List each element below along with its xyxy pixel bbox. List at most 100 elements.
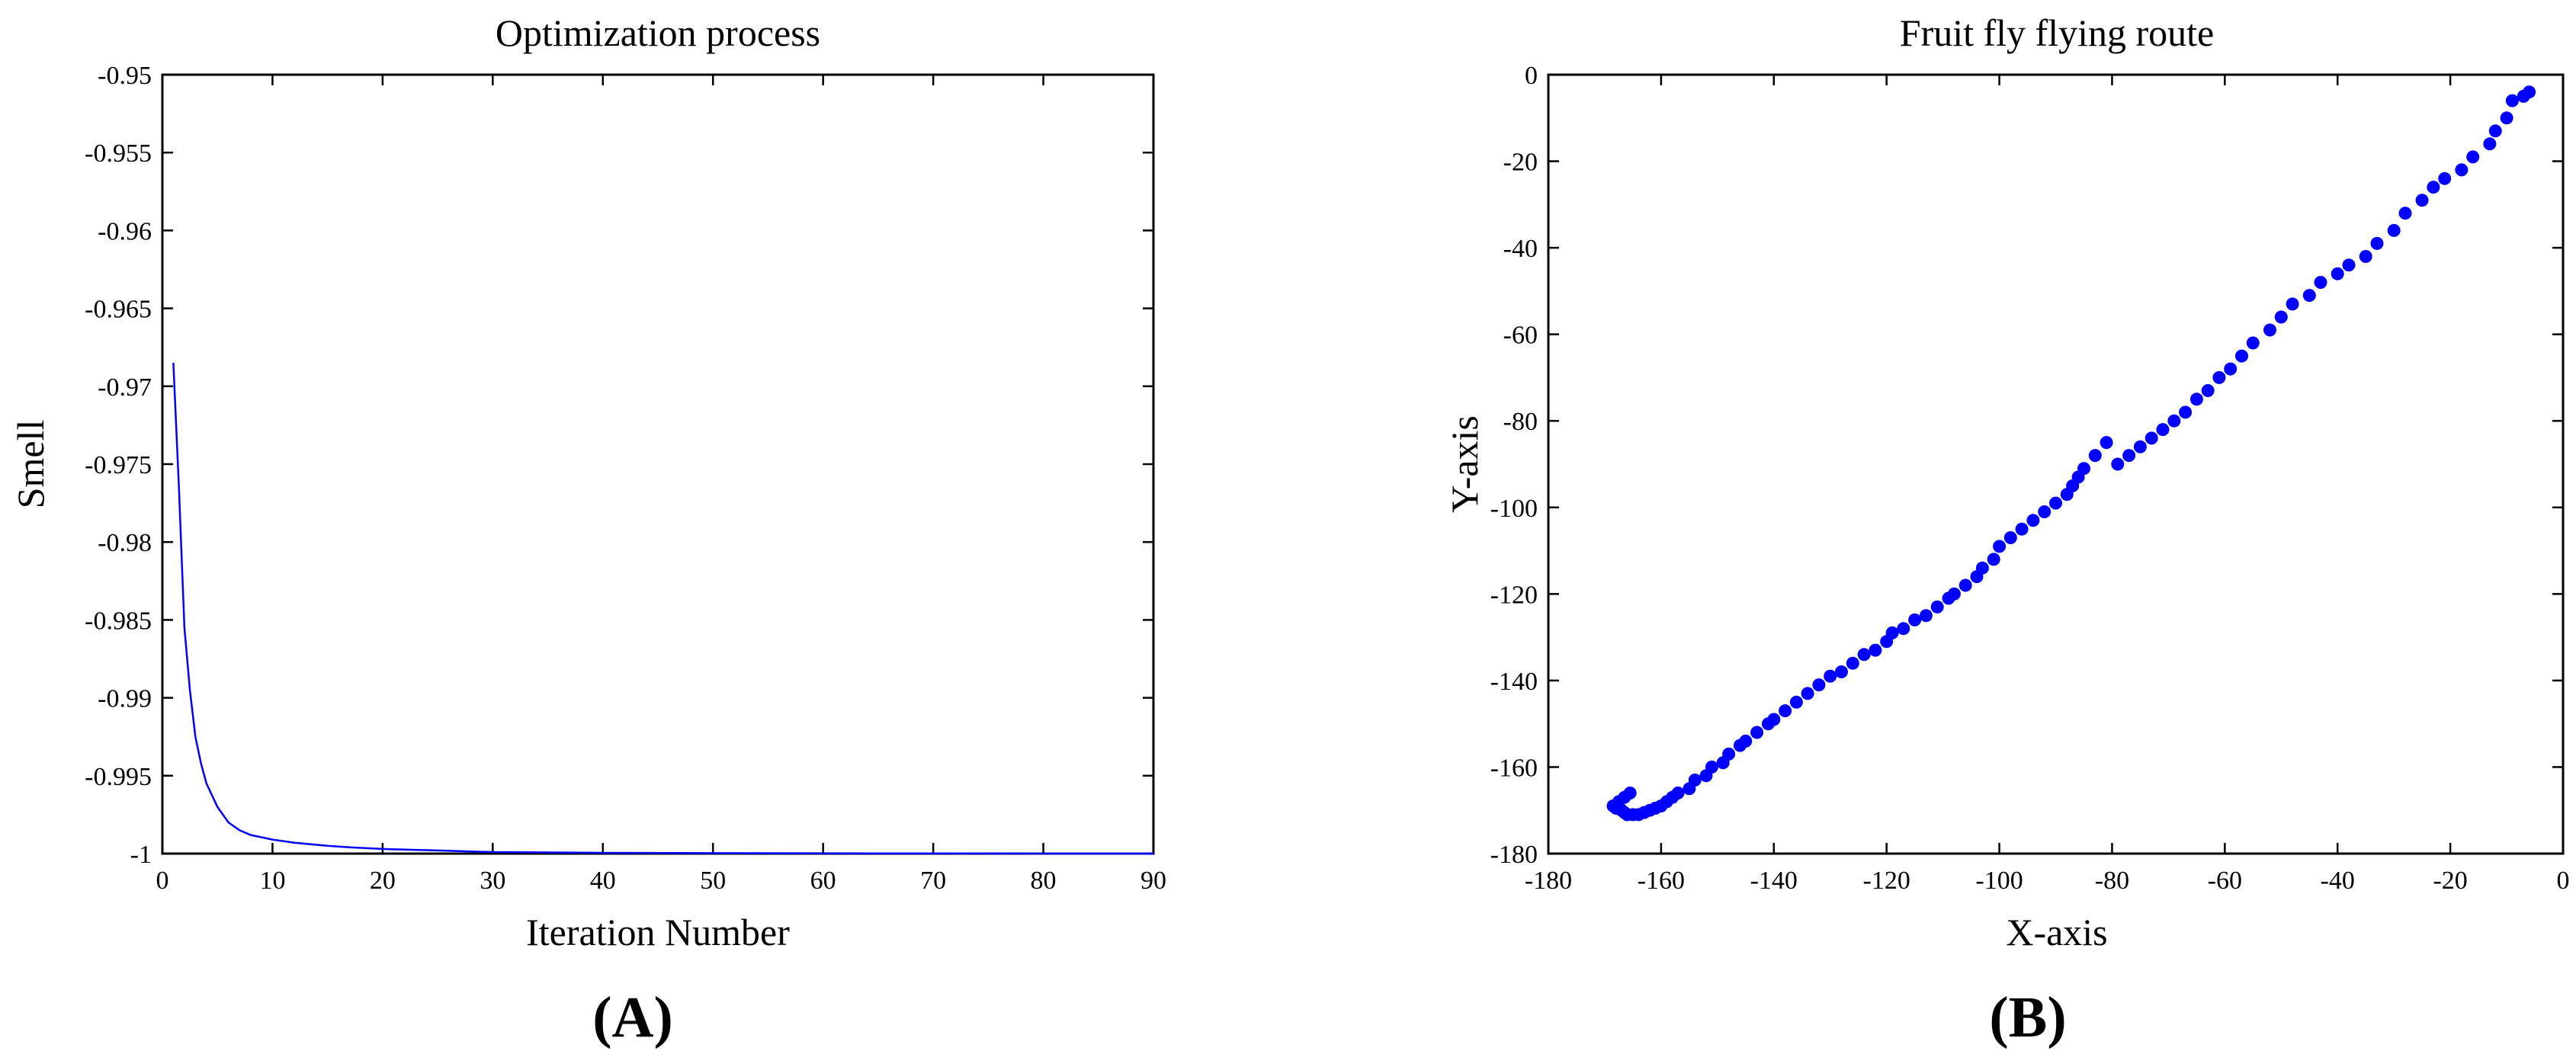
panel-a-y-tick-label: -0.995 bbox=[85, 763, 152, 791]
panel-b-data-point bbox=[1987, 553, 2000, 566]
panel-b-data-point bbox=[1930, 600, 1944, 614]
panel-a-y-tick-label: -0.985 bbox=[85, 607, 152, 635]
panel-b-data-point bbox=[1857, 648, 1871, 662]
panel-a-series-line bbox=[172, 363, 1153, 855]
panel-b-data-point bbox=[2302, 289, 2316, 303]
panel-b-data-point bbox=[2331, 267, 2344, 280]
panel-b-data-point bbox=[2212, 370, 2226, 384]
panel-b-data-point bbox=[2438, 171, 2452, 185]
panel-a-series bbox=[172, 363, 1153, 855]
panel-b-data-point bbox=[2427, 181, 2440, 194]
panel-b-data-point bbox=[1716, 756, 1730, 770]
panel-b-data-point bbox=[2415, 194, 2429, 207]
panel-b-data-point bbox=[2500, 111, 2513, 125]
panel-b-data-point bbox=[1869, 643, 1882, 657]
panel-b-y-tick-label: 0 bbox=[1525, 62, 1538, 90]
panel-b-data-point bbox=[2387, 223, 2401, 237]
panel-b-data-point bbox=[2201, 384, 2215, 397]
panel-b-y-tick-label: -60 bbox=[1503, 322, 1538, 350]
panel-b-data-point bbox=[2145, 431, 2158, 445]
panel-b-y-tick-label: -180 bbox=[1490, 841, 1538, 869]
panel-b-data-point bbox=[2122, 449, 2136, 463]
panel-b-series bbox=[1606, 85, 2536, 822]
panel-b-data-point bbox=[1699, 769, 1713, 783]
panel-b-title: Fruit fly flying route bbox=[1900, 11, 2214, 54]
panel-b-data-point bbox=[1970, 570, 1984, 584]
panel-b-data-point bbox=[2003, 531, 2017, 544]
panel-b-data-point bbox=[2100, 436, 2113, 450]
panel-a-title: Optimization process bbox=[496, 11, 820, 54]
panel-b-x-ticks: -180 -160 -140 -120 -100 -80 -60 -40 -20 0 bbox=[1525, 75, 2570, 895]
panel-a-y-tick-label: -0.96 bbox=[98, 217, 152, 245]
panel-b-data-point bbox=[2111, 457, 2125, 471]
panel-b-x-tick-label: -60 bbox=[2208, 867, 2242, 895]
panel-b-data-point bbox=[2060, 488, 2074, 501]
panel-b-data-point bbox=[2517, 89, 2530, 103]
panel-b-data-point bbox=[1880, 635, 1894, 649]
panel-b-data-point bbox=[2505, 94, 2519, 107]
panel-b-x-tick-label: -20 bbox=[2433, 867, 2467, 895]
panel-b-data-point bbox=[1897, 622, 1910, 636]
panel-b-data-point bbox=[2483, 137, 2497, 151]
panel-a-x-ticks: 0 10 20 30 40 50 60 70 80 90 bbox=[156, 75, 1166, 895]
panel-a-label: (A) bbox=[592, 985, 673, 1049]
panel-b-x-tick-label: -100 bbox=[1975, 867, 2023, 895]
panel-a-x-tick-label: 90 bbox=[1140, 867, 1166, 895]
panel-a-optimization-process: Optimization process 0 10 20 30 40 50 60 70 80 90… bbox=[9, 11, 1166, 1049]
panel-a-y-axis-label: Smell bbox=[9, 420, 52, 509]
panel-b-x-axis-label: X-axis bbox=[2006, 911, 2107, 953]
panel-b-data-point bbox=[1623, 787, 1637, 799]
panel-b-data-point bbox=[2274, 310, 2288, 324]
panel-b-data-point bbox=[1908, 613, 1922, 626]
panel-b-data-point bbox=[2189, 393, 2203, 406]
panel-b-y-tick-label: -80 bbox=[1503, 408, 1538, 436]
panel-b-data-point bbox=[1750, 726, 1764, 739]
panel-b-data-point bbox=[2167, 414, 2181, 428]
panel-a-x-tick-label: 10 bbox=[259, 867, 285, 895]
panel-b-y-tick-label: -100 bbox=[1490, 495, 1538, 523]
panel-b-x-tick-label: -40 bbox=[2321, 867, 2355, 895]
panel-b-data-point bbox=[2015, 522, 2029, 536]
panel-b-data-point bbox=[2314, 276, 2327, 289]
panel-b-data-point bbox=[2156, 423, 2170, 437]
panel-a-y-tick-label: -0.97 bbox=[98, 373, 152, 402]
panel-b-data-point bbox=[1846, 656, 1859, 670]
panel-b-data-point bbox=[1993, 540, 2007, 553]
panel-b-data-point bbox=[2455, 163, 2469, 177]
panel-b-data-point bbox=[1812, 678, 1826, 692]
panel-a-plot-frame bbox=[161, 73, 1155, 855]
panel-b-data-point bbox=[1919, 609, 1933, 623]
panel-b-data-point bbox=[1958, 578, 1972, 592]
panel-b-data-point bbox=[1824, 669, 1837, 683]
panel-b-data-point bbox=[2224, 362, 2238, 376]
panel-b-x-tick-label: -120 bbox=[1863, 867, 1910, 895]
panel-b-y-tick-label: -20 bbox=[1503, 149, 1538, 177]
panel-b-y-ticks: 0 -20 -40 -60 -80 -100 -120 -140 -160 -180 bbox=[1490, 62, 2563, 869]
panel-b-data-point bbox=[2026, 514, 2040, 527]
panel-b-x-tick-label: -80 bbox=[2095, 867, 2129, 895]
panel-b-data-point bbox=[2359, 250, 2372, 263]
panel-a-x-tick-label: 70 bbox=[920, 867, 946, 895]
panel-b-data-point bbox=[2286, 297, 2299, 311]
panel-b-data-point bbox=[2235, 349, 2248, 363]
panel-b-x-tick-label: 0 bbox=[2557, 867, 2570, 895]
panel-b-y-tick-label: -140 bbox=[1490, 668, 1538, 696]
panel-a-x-tick-label: 50 bbox=[700, 867, 726, 895]
panel-a-x-tick-label: 40 bbox=[590, 867, 616, 895]
panel-a-x-tick-label: 80 bbox=[1031, 867, 1057, 895]
panel-b-letter: B bbox=[2009, 985, 2048, 1049]
panel-a-letter: A bbox=[612, 985, 654, 1049]
panel-b-data-point bbox=[2246, 336, 2260, 350]
panel-b-data-point bbox=[2133, 440, 2147, 453]
panel-b-data-point bbox=[2088, 449, 2102, 463]
panel-b-data-point bbox=[1683, 782, 1696, 796]
panel-b-data-point bbox=[1801, 687, 1814, 700]
panel-b-data-point bbox=[2342, 258, 2356, 272]
panel-b-data-point bbox=[1789, 695, 1803, 709]
panel-b-x-tick-label: -180 bbox=[1525, 867, 1572, 895]
panel-a-y-tick-label: -0.98 bbox=[98, 529, 152, 557]
panel-b-data-point bbox=[2049, 496, 2062, 510]
panel-b-data-point bbox=[1942, 591, 1955, 605]
panel-b-label: (B) bbox=[1989, 985, 2066, 1049]
panel-b-data-point bbox=[2466, 150, 2480, 164]
